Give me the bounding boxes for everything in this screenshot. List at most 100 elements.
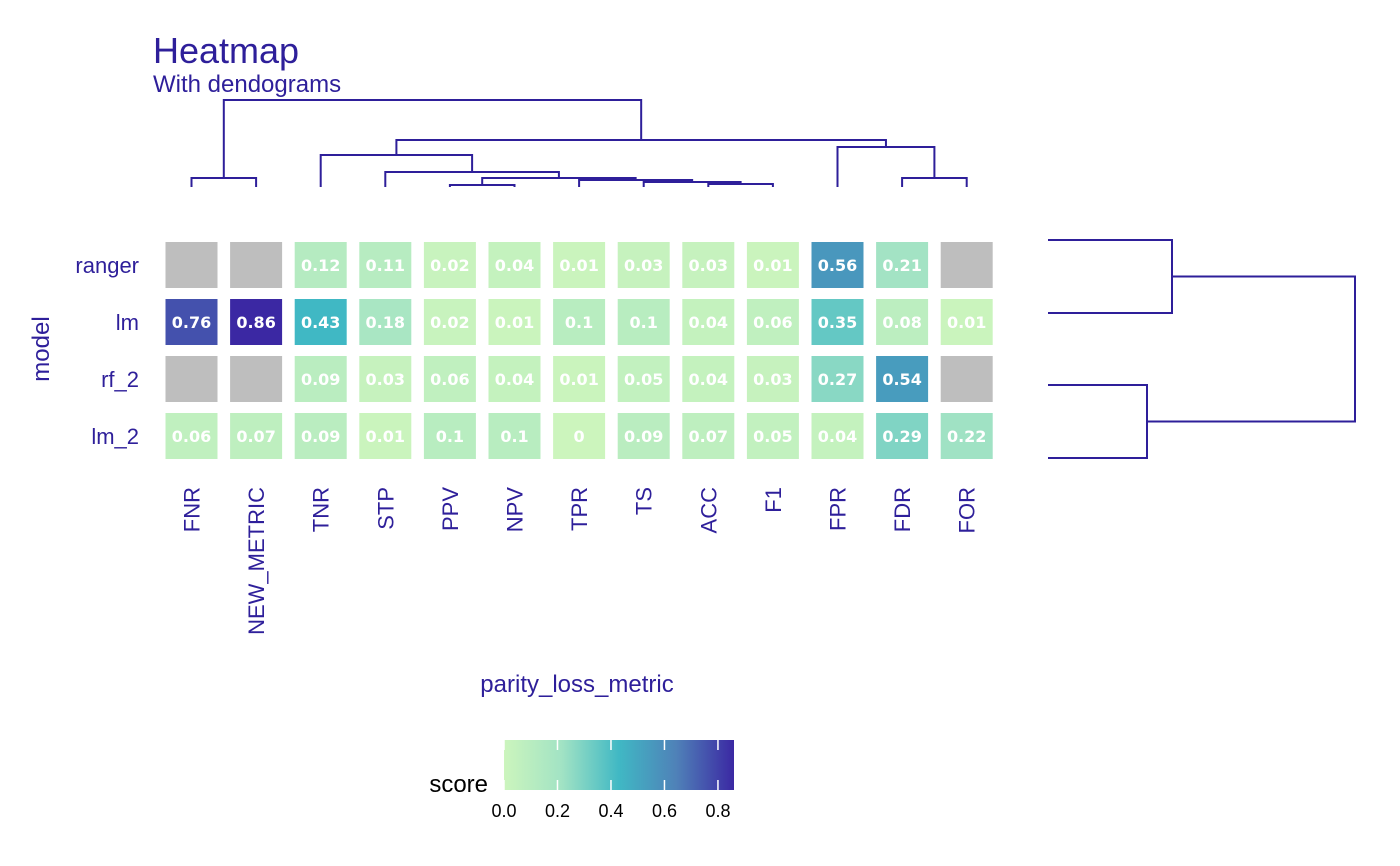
heatmap-cell (423, 356, 476, 402)
heatmap-cell (811, 413, 864, 459)
heatmap-cell (423, 413, 476, 459)
row-labels: ranger lm rf_2 lm_2 (75, 253, 139, 449)
heatmap-cell (617, 413, 670, 459)
chart-subtitle: With dendograms (153, 71, 341, 98)
dendrogram-branch (1048, 384, 1148, 459)
row-label: rf_2 (101, 367, 139, 392)
heatmap-cell (682, 299, 735, 345)
legend-title: score (429, 771, 488, 798)
cell-value-label: 0.12 (301, 256, 340, 275)
cell-value-label: 0.06 (172, 427, 211, 446)
cell-value-label: 0.18 (366, 313, 405, 332)
heatmap-cell (617, 356, 670, 402)
heatmap-cell (940, 356, 993, 402)
row-label: lm (116, 310, 139, 335)
cell-value-label: 0.04 (689, 370, 728, 389)
heatmap-cell (165, 242, 218, 288)
heatmap-cell (553, 413, 606, 459)
cell-value-label: 0.04 (495, 256, 534, 275)
column-label: FPR (826, 487, 851, 531)
heatmap-cell (423, 299, 476, 345)
heatmap-cell (811, 242, 864, 288)
column-label: FOR (955, 487, 980, 533)
heatmap-cell (165, 413, 218, 459)
row-dendrogram (1048, 239, 1356, 459)
cell-value-label: 0.07 (236, 427, 275, 446)
cell-value-label: 0.27 (818, 370, 857, 389)
cell-value-label: 0.86 (236, 313, 275, 332)
heatmap-cell (165, 299, 218, 345)
cell-value-label: 0.08 (882, 313, 921, 332)
column-label: NPV (503, 487, 528, 533)
column-label: FDR (890, 487, 915, 532)
heatmap-cell (294, 413, 347, 459)
dendrogram-branch (395, 139, 887, 155)
cell-value-label: 0.11 (366, 256, 405, 275)
cell-value-label: 0.1 (630, 313, 658, 332)
heatmap-cell (294, 299, 347, 345)
heatmap-cell (294, 242, 347, 288)
heatmap-cell (876, 242, 929, 288)
heatmap-cell (165, 356, 218, 402)
cell-value-label: 0.56 (818, 256, 857, 275)
cell-value-label: 0 (574, 427, 585, 446)
heatmap-cell (553, 299, 606, 345)
dendrogram-branch (836, 146, 936, 187)
cell-value-label: 0.01 (559, 256, 598, 275)
cell-value-label: 0.05 (753, 427, 792, 446)
heatmap-cell (359, 413, 412, 459)
heatmap-cell (488, 299, 541, 345)
dendrogram-branch (448, 184, 516, 187)
cell-value-label: 0.01 (366, 427, 405, 446)
heatmap-cell (811, 299, 864, 345)
heatmap-cell (876, 413, 929, 459)
heatmap-cell (488, 242, 541, 288)
cell-value-label: 0.04 (495, 370, 534, 389)
cell-value-label: 0.1 (500, 427, 528, 446)
column-label: PPV (438, 487, 463, 531)
cell-value-label: 0.35 (818, 313, 857, 332)
legend-tick-label: 0.8 (705, 801, 730, 821)
heatmap-cell (230, 299, 283, 345)
heatmap-cell (230, 413, 283, 459)
cell-value-label: 0.01 (947, 313, 986, 332)
cell-value-label: 0.1 (436, 427, 464, 446)
cell-value-label: 0.01 (495, 313, 534, 332)
cell-value-label: 0.04 (689, 313, 728, 332)
heatmap-cell (682, 413, 735, 459)
cell-value-label: 0.21 (882, 256, 921, 275)
cell-value-label: 0.05 (624, 370, 663, 389)
heatmap-cell (359, 356, 412, 402)
legend-colorbar (504, 740, 734, 790)
heatmap-cell (746, 242, 799, 288)
heatmap-cell (746, 356, 799, 402)
column-label: FNR (180, 487, 205, 532)
heatmap-cell (876, 356, 929, 402)
cell-value-label: 0.09 (301, 370, 340, 389)
row-label: ranger (75, 253, 139, 278)
legend-tick-label: 0.2 (545, 801, 570, 821)
heatmap-cell (682, 356, 735, 402)
cell-value-label: 0.03 (366, 370, 405, 389)
cell-value-label: 0.76 (172, 313, 211, 332)
cell-value-label: 0.06 (430, 370, 469, 389)
cell-value-label: 0.02 (430, 256, 469, 275)
cell-value-label: 0.01 (559, 370, 598, 389)
heatmap-cell (940, 299, 993, 345)
cell-value-label: 0.03 (753, 370, 792, 389)
column-label: TS (632, 487, 657, 515)
heatmap-cell (940, 242, 993, 288)
column-dendrogram (190, 99, 968, 187)
dendrogram-branch (222, 99, 643, 178)
heatmap-cell (940, 413, 993, 459)
dendrogram-branch (1048, 239, 1173, 314)
chart-title: Heatmap (153, 30, 299, 71)
heatmap-cell (294, 356, 347, 402)
dendrogram-branch (1147, 275, 1356, 423)
heatmap-cell (553, 242, 606, 288)
dendrogram-branch (190, 177, 258, 187)
cell-value-label: 0.03 (689, 256, 728, 275)
cell-value-label: 0.22 (947, 427, 986, 446)
cell-value-label: 0.04 (818, 427, 857, 446)
